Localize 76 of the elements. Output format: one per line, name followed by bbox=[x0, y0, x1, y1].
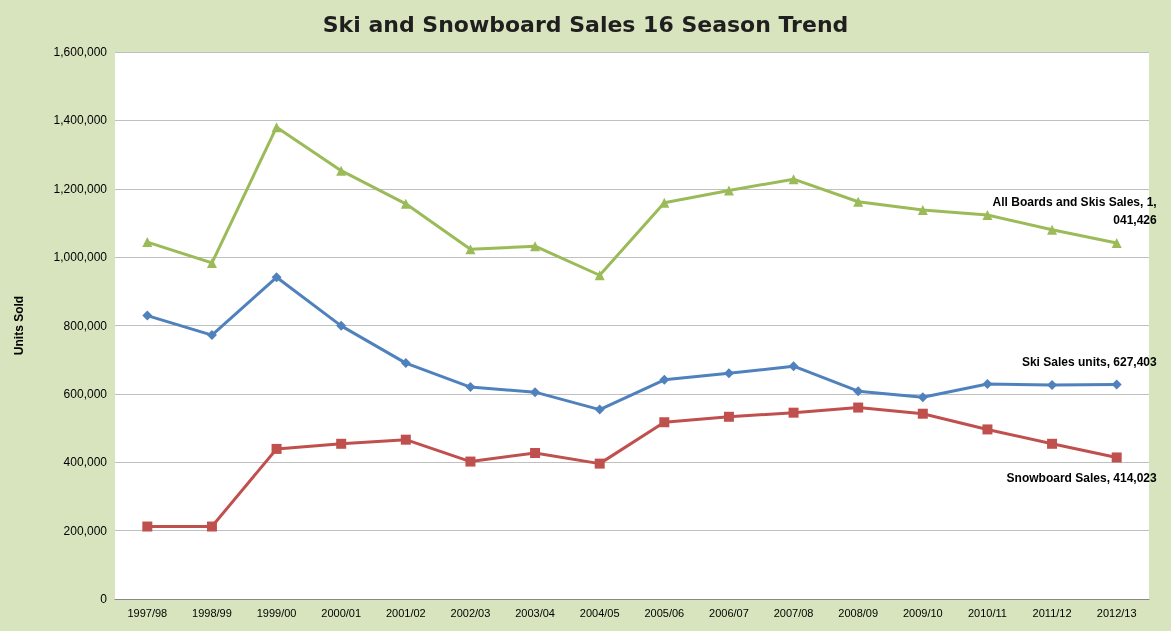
annotation: Ski Sales units, 627,403 bbox=[1021, 354, 1158, 369]
point bbox=[659, 197, 670, 208]
point bbox=[530, 387, 541, 398]
point bbox=[465, 382, 476, 393]
y-tick-label: 1,000,000 bbox=[53, 250, 108, 265]
x-tick-label: 1998/99 bbox=[192, 606, 232, 619]
point bbox=[206, 330, 217, 341]
y-tick-label: 1,200,000 bbox=[53, 181, 108, 196]
point bbox=[142, 237, 153, 248]
point bbox=[336, 320, 347, 331]
point bbox=[1047, 224, 1058, 235]
point bbox=[400, 434, 411, 445]
point bbox=[594, 458, 605, 469]
point bbox=[1111, 237, 1122, 248]
x-tick-label: 1997/98 bbox=[127, 606, 168, 619]
y-tick-label: 800,000 bbox=[63, 318, 108, 333]
x-tick-label: 2011/12 bbox=[1032, 606, 1072, 619]
point bbox=[206, 521, 217, 532]
x-tick-label: 2000/01 bbox=[321, 606, 362, 619]
point bbox=[659, 374, 670, 385]
point bbox=[594, 270, 605, 281]
annotation: Snowboard Sales, 414,023 bbox=[1006, 471, 1158, 486]
point bbox=[723, 368, 734, 379]
point bbox=[336, 165, 347, 176]
point bbox=[982, 378, 993, 389]
x-tick-label: 2008/09 bbox=[838, 606, 879, 619]
point bbox=[271, 272, 282, 283]
x-tick-label: 2007/08 bbox=[773, 606, 814, 619]
point bbox=[853, 386, 864, 397]
x-tick-label: 1999/00 bbox=[256, 606, 297, 619]
y-tick-label: 1,400,000 bbox=[53, 113, 108, 128]
x-tick-label: 2005/06 bbox=[644, 606, 685, 619]
y-axis-title: Units Sold bbox=[12, 295, 26, 356]
point bbox=[917, 204, 928, 215]
point bbox=[853, 402, 864, 413]
point bbox=[788, 174, 799, 185]
point bbox=[723, 185, 734, 196]
x-tick-label: 2012/13 bbox=[1096, 606, 1137, 619]
point bbox=[530, 241, 541, 252]
point bbox=[917, 408, 928, 419]
point bbox=[788, 407, 799, 418]
x-tick-label: 2010/11 bbox=[967, 606, 1007, 619]
point bbox=[336, 438, 347, 449]
point bbox=[530, 448, 541, 459]
x-tick-label: 2004/05 bbox=[579, 606, 620, 619]
y-tick-label: 200,000 bbox=[63, 523, 108, 538]
point bbox=[853, 196, 864, 207]
y-tick-label: 0 bbox=[100, 592, 108, 606]
x-tick-label: 2003/04 bbox=[515, 606, 555, 619]
x-tick-label: 2006/07 bbox=[709, 606, 749, 619]
point bbox=[465, 456, 476, 467]
point bbox=[982, 210, 993, 221]
point bbox=[142, 310, 153, 321]
chart-title: Ski and Snowboard Sales 16 Season Trend bbox=[322, 11, 849, 37]
point bbox=[400, 358, 411, 369]
point bbox=[723, 411, 734, 422]
point bbox=[1047, 438, 1058, 449]
point bbox=[271, 443, 282, 454]
point bbox=[917, 392, 928, 403]
x-tick-label: 2001/02 bbox=[385, 606, 426, 619]
y-tick-label: 1,600,000 bbox=[53, 45, 108, 59]
point bbox=[465, 244, 476, 255]
point bbox=[206, 257, 217, 268]
point bbox=[659, 417, 670, 428]
y-tick-label: 400,000 bbox=[63, 455, 108, 470]
point bbox=[788, 361, 799, 372]
point bbox=[142, 521, 153, 532]
point bbox=[982, 424, 993, 435]
x-tick-label: 2009/10 bbox=[902, 606, 943, 619]
point bbox=[1111, 452, 1122, 463]
point bbox=[594, 404, 605, 415]
point bbox=[271, 122, 282, 133]
y-tick-label: 600,000 bbox=[63, 386, 108, 401]
annotation: All Boards and Skis Sales, 1,041,426 bbox=[992, 194, 1157, 227]
point bbox=[400, 198, 411, 209]
x-tick-label: 2002/03 bbox=[450, 606, 491, 619]
